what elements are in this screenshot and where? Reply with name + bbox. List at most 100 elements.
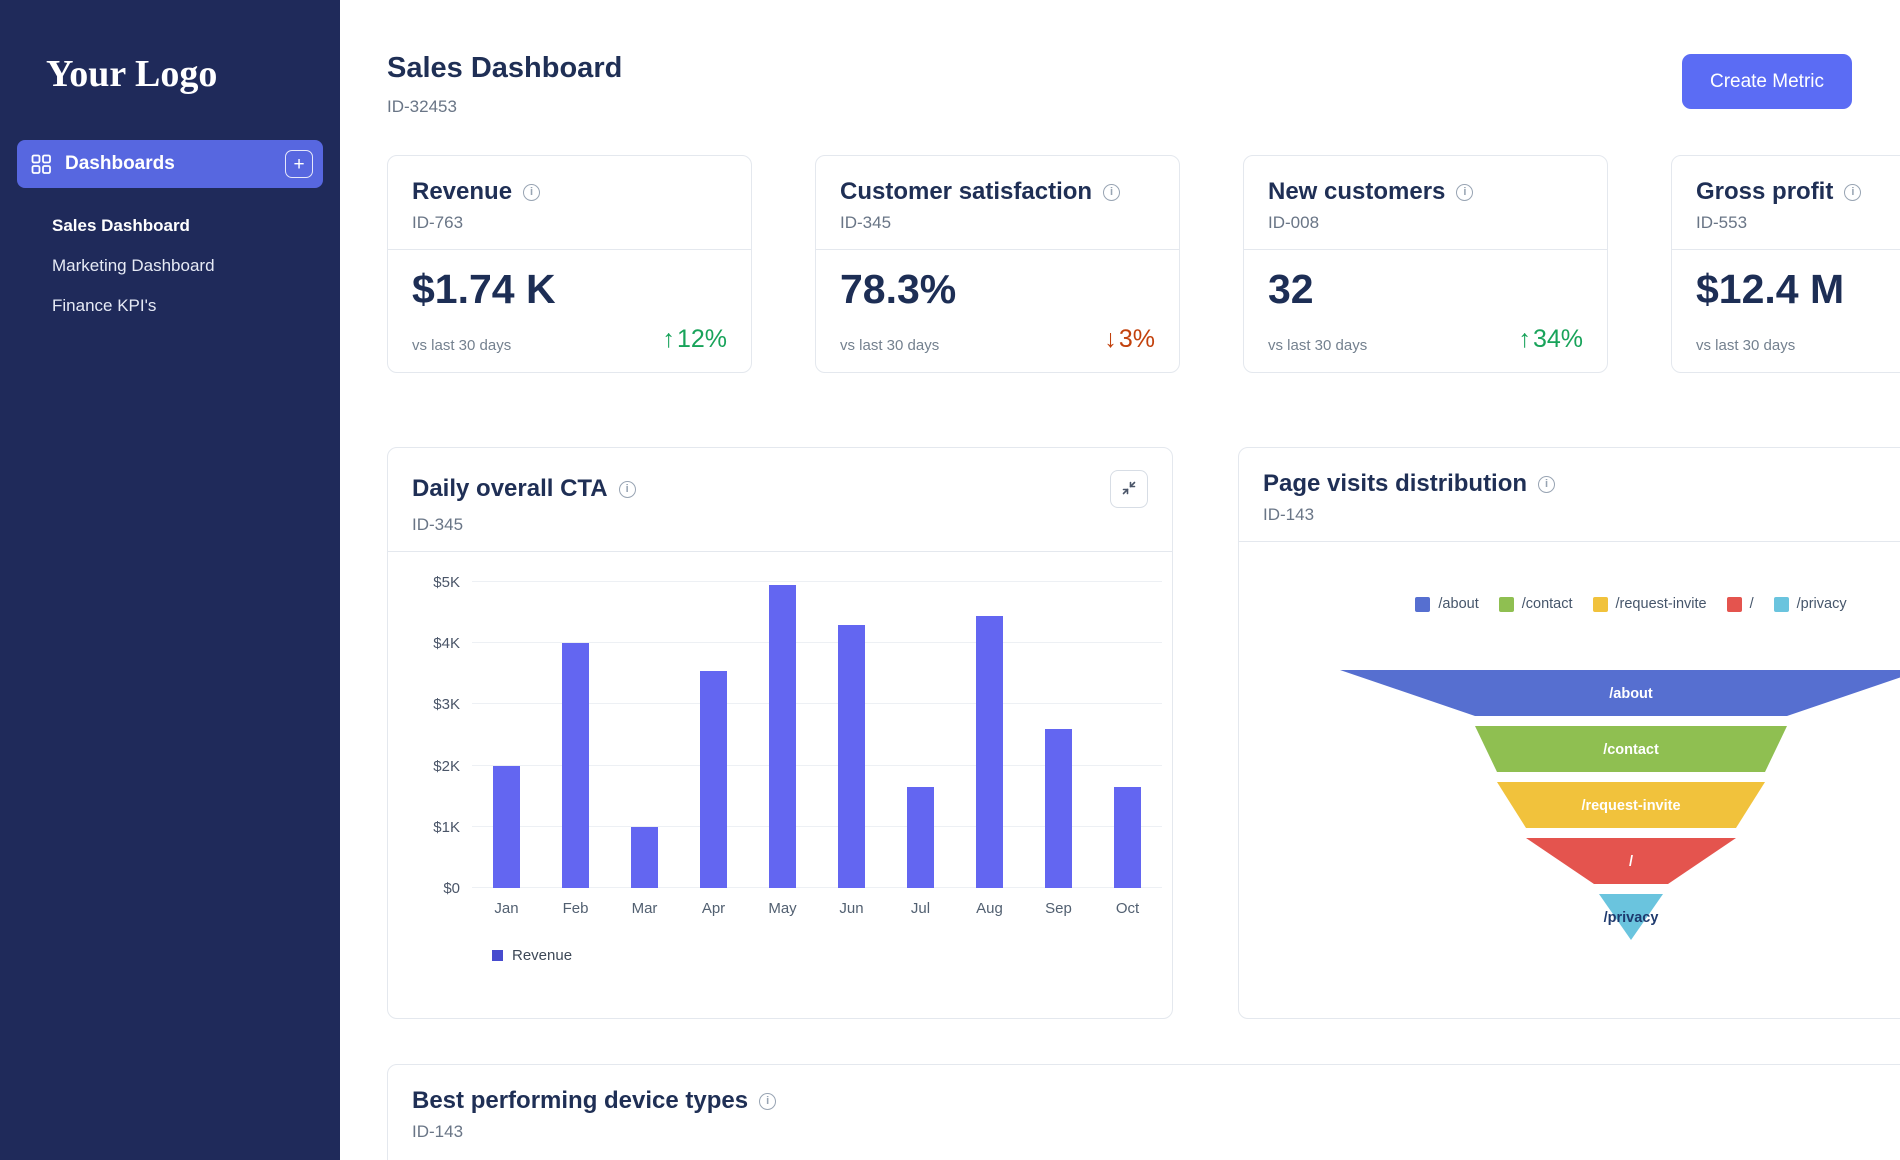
kpi-card-revenue: Revenue ID-763 $1.74 K vs last 30 days ↑… [387, 155, 752, 373]
info-icon[interactable] [523, 183, 541, 201]
funnel-legend: /about/contact/request-invite / /privacy [1239, 596, 1900, 612]
bar-jun[interactable] [838, 624, 865, 888]
x-tick-label: Jun [839, 900, 864, 917]
bar-sep[interactable] [1045, 728, 1072, 888]
y-tick-label: $4K [433, 635, 460, 653]
bar-oct[interactable] [1114, 787, 1141, 888]
kpi-change: ↑34% [1518, 325, 1583, 354]
funnel-chart: /about/contact/request-invite / /privacy [1340, 670, 1900, 940]
legend-label: Revenue [512, 947, 573, 964]
x-tick-label: May [768, 900, 797, 917]
create-metric-button[interactable]: Create Metric [1681, 54, 1852, 109]
bar-may[interactable] [769, 585, 796, 888]
legend-item[interactable]: /request-invite [1592, 596, 1707, 612]
bar-chart-y-axis: $0 $1K $2K $3K $4K $5K [408, 574, 472, 897]
funnel-segment-contact[interactable] [1475, 726, 1787, 772]
kpi-id: ID-345 [840, 213, 892, 232]
sidebar-item-marketing-dashboard[interactable]: Marketing Dashboard [52, 256, 215, 275]
gridline [472, 887, 1162, 888]
sidebar-item-sales-dashboard[interactable]: Sales Dashboard [52, 216, 190, 235]
charts-row: Daily overall CTA [387, 447, 1900, 1019]
gridline [472, 825, 1162, 827]
x-tick-label: Apr [701, 900, 726, 917]
info-icon[interactable] [1456, 183, 1474, 201]
info-icon[interactable] [1103, 183, 1121, 201]
legend-swatch [1498, 596, 1514, 612]
y-tick-label: $3K [433, 696, 460, 714]
bar-chart-x-axis: Jan Feb Mar Apr May Jun Jul Aug Sep Oct [472, 900, 1162, 917]
chart-title: Best performing device types [412, 1087, 749, 1114]
kpi-row: Revenue ID-763 $1.74 K vs last 30 days ↑… [387, 155, 1900, 373]
sidebar: Your Logo Dashboards + Sales Dashboard M… [0, 0, 340, 1160]
kpi-value: $1.74 K [412, 266, 556, 312]
funnel-segment-about[interactable] [1340, 670, 1900, 716]
sidebar-dashboard-list: Sales Dashboard Marketing Dashboard Fina… [0, 206, 340, 326]
chart-id: ID-143 [412, 1122, 464, 1141]
bar-jul[interactable] [907, 787, 934, 888]
bar-feb[interactable] [562, 643, 589, 888]
kpi-title: New customers [1268, 178, 1446, 205]
trend-arrow-icon: ↓ [1104, 325, 1117, 353]
legend-swatch [1415, 596, 1431, 612]
kpi-period: vs last 30 days [412, 337, 512, 354]
bar-jan[interactable] [493, 765, 520, 888]
funnel-segment-root[interactable] [1526, 838, 1736, 884]
legend-item[interactable]: /about [1415, 596, 1479, 612]
funnel-segment-label: /privacy [1604, 910, 1659, 926]
kpi-value: 78.3% [840, 266, 957, 312]
funnel-segment-label: /contact [1603, 742, 1659, 758]
dashboards-label: Dashboards [65, 153, 175, 174]
legend-swatch [492, 950, 503, 961]
funnel-segment-label: /request-invite [1581, 798, 1680, 814]
x-tick-label: Sep [1045, 900, 1072, 917]
gridline [472, 581, 1162, 582]
y-tick-label: $2K [433, 757, 460, 775]
trend-arrow-icon: ↑ [1518, 325, 1531, 353]
y-tick-label: $5K [433, 574, 460, 591]
info-icon[interactable] [1844, 183, 1862, 201]
info-icon[interactable] [1538, 475, 1556, 493]
kpi-id: ID-008 [1268, 213, 1320, 232]
legend-swatch [1726, 596, 1742, 612]
funnel-segment-request-invite[interactable] [1497, 782, 1765, 828]
y-tick-label: $1K [433, 818, 460, 836]
legend-item[interactable]: /privacy [1773, 596, 1847, 612]
funnel-segment-privacy[interactable] [1599, 894, 1663, 940]
kpi-value: $12.4 M [1696, 266, 1845, 312]
kpi-change: ↑12% [662, 325, 727, 354]
funnel-segment-label: / [1629, 854, 1633, 870]
add-dashboard-button[interactable]: + [285, 150, 313, 178]
bar-apr[interactable] [700, 670, 727, 888]
funnel-segment-label: /about [1609, 686, 1653, 702]
device-types-card: Best performing device types ID-143 [387, 1064, 1900, 1160]
legend-label: / [1749, 596, 1754, 612]
legend-label: /contact [1521, 596, 1573, 612]
kpi-value: 32 [1268, 266, 1314, 312]
info-icon[interactable] [759, 1092, 777, 1110]
bar-aug[interactable] [976, 615, 1003, 888]
kpi-id: ID-553 [1696, 213, 1748, 232]
legend-swatch [1592, 596, 1608, 612]
chart-title: Page visits distribution [1263, 470, 1528, 497]
bar-chart-plot [472, 581, 1162, 888]
x-tick-label: Jul [910, 900, 931, 917]
bar-mar[interactable] [631, 826, 658, 888]
kpi-period: vs last 30 days [840, 337, 940, 354]
kpi-title: Revenue [412, 178, 513, 205]
kpi-card-gross-profit: Gross profit ID-553 $12.4 M vs last 30 d… [1671, 155, 1900, 373]
kpi-card-new-customers: New customers ID-008 32 vs last 30 days … [1243, 155, 1608, 373]
x-tick-label: Oct [1115, 900, 1140, 917]
kpi-period: vs last 30 days [1268, 337, 1368, 354]
sidebar-item-finance-kpis[interactable]: Finance KPI's [52, 296, 157, 315]
legend-item[interactable]: /contact [1498, 596, 1573, 612]
collapse-chart-button[interactable] [1110, 470, 1148, 508]
legend-label: /about [1438, 596, 1479, 612]
info-icon[interactable] [618, 480, 636, 498]
legend-label: /request-invite [1615, 596, 1707, 612]
y-tick-label: $0 [443, 880, 460, 897]
x-tick-label: Mar [631, 900, 658, 917]
dashboards-grid-icon [31, 154, 52, 175]
legend-item[interactable]: / [1726, 596, 1754, 612]
sidebar-item-dashboards[interactable]: Dashboards + [17, 140, 323, 188]
